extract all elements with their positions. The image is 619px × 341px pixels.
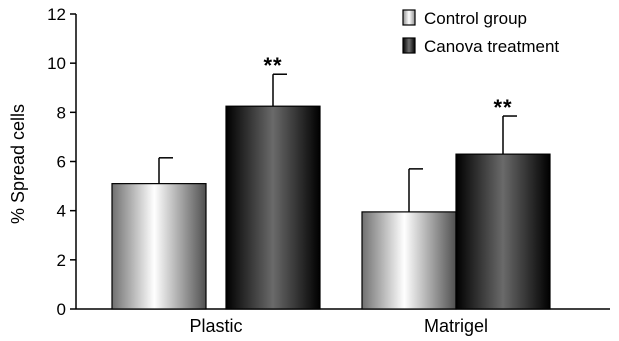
category-label-matrigel: Matrigel <box>424 316 488 336</box>
significance-marker: ** <box>263 53 282 78</box>
bar-plastic-treatment <box>225 105 321 310</box>
legend-label-control: Control group <box>424 9 527 28</box>
significance-marker: ** <box>493 95 512 120</box>
y-tick-label: 12 <box>47 5 66 24</box>
bar-plastic-control <box>111 183 207 310</box>
bar-matrigel-treatment <box>455 153 551 310</box>
legend-label-treatment: Canova treatment <box>424 37 559 56</box>
y-tick-label: 10 <box>47 54 66 73</box>
legend-swatch-treatment <box>402 37 416 54</box>
annotations-layer: ** ** <box>263 53 512 120</box>
y-axis-label: % Spread cells <box>8 104 28 224</box>
category-labels: Plastic Matrigel <box>189 316 488 336</box>
legend-swatch-control <box>402 9 416 26</box>
y-tick-label: 6 <box>57 153 66 172</box>
bars-layer <box>111 105 551 310</box>
category-label-plastic: Plastic <box>189 316 242 336</box>
y-axis-ticks: 0 2 4 6 8 10 12 <box>47 5 76 319</box>
bar-matrigel-control <box>361 211 457 310</box>
y-tick-label: 0 <box>57 300 66 319</box>
y-tick-label: 4 <box>57 202 66 221</box>
error-bars-layer <box>158 73 517 212</box>
legend: Control group Canova treatment <box>402 9 559 56</box>
y-tick-label: 8 <box>57 103 66 122</box>
y-tick-label: 2 <box>57 251 66 270</box>
